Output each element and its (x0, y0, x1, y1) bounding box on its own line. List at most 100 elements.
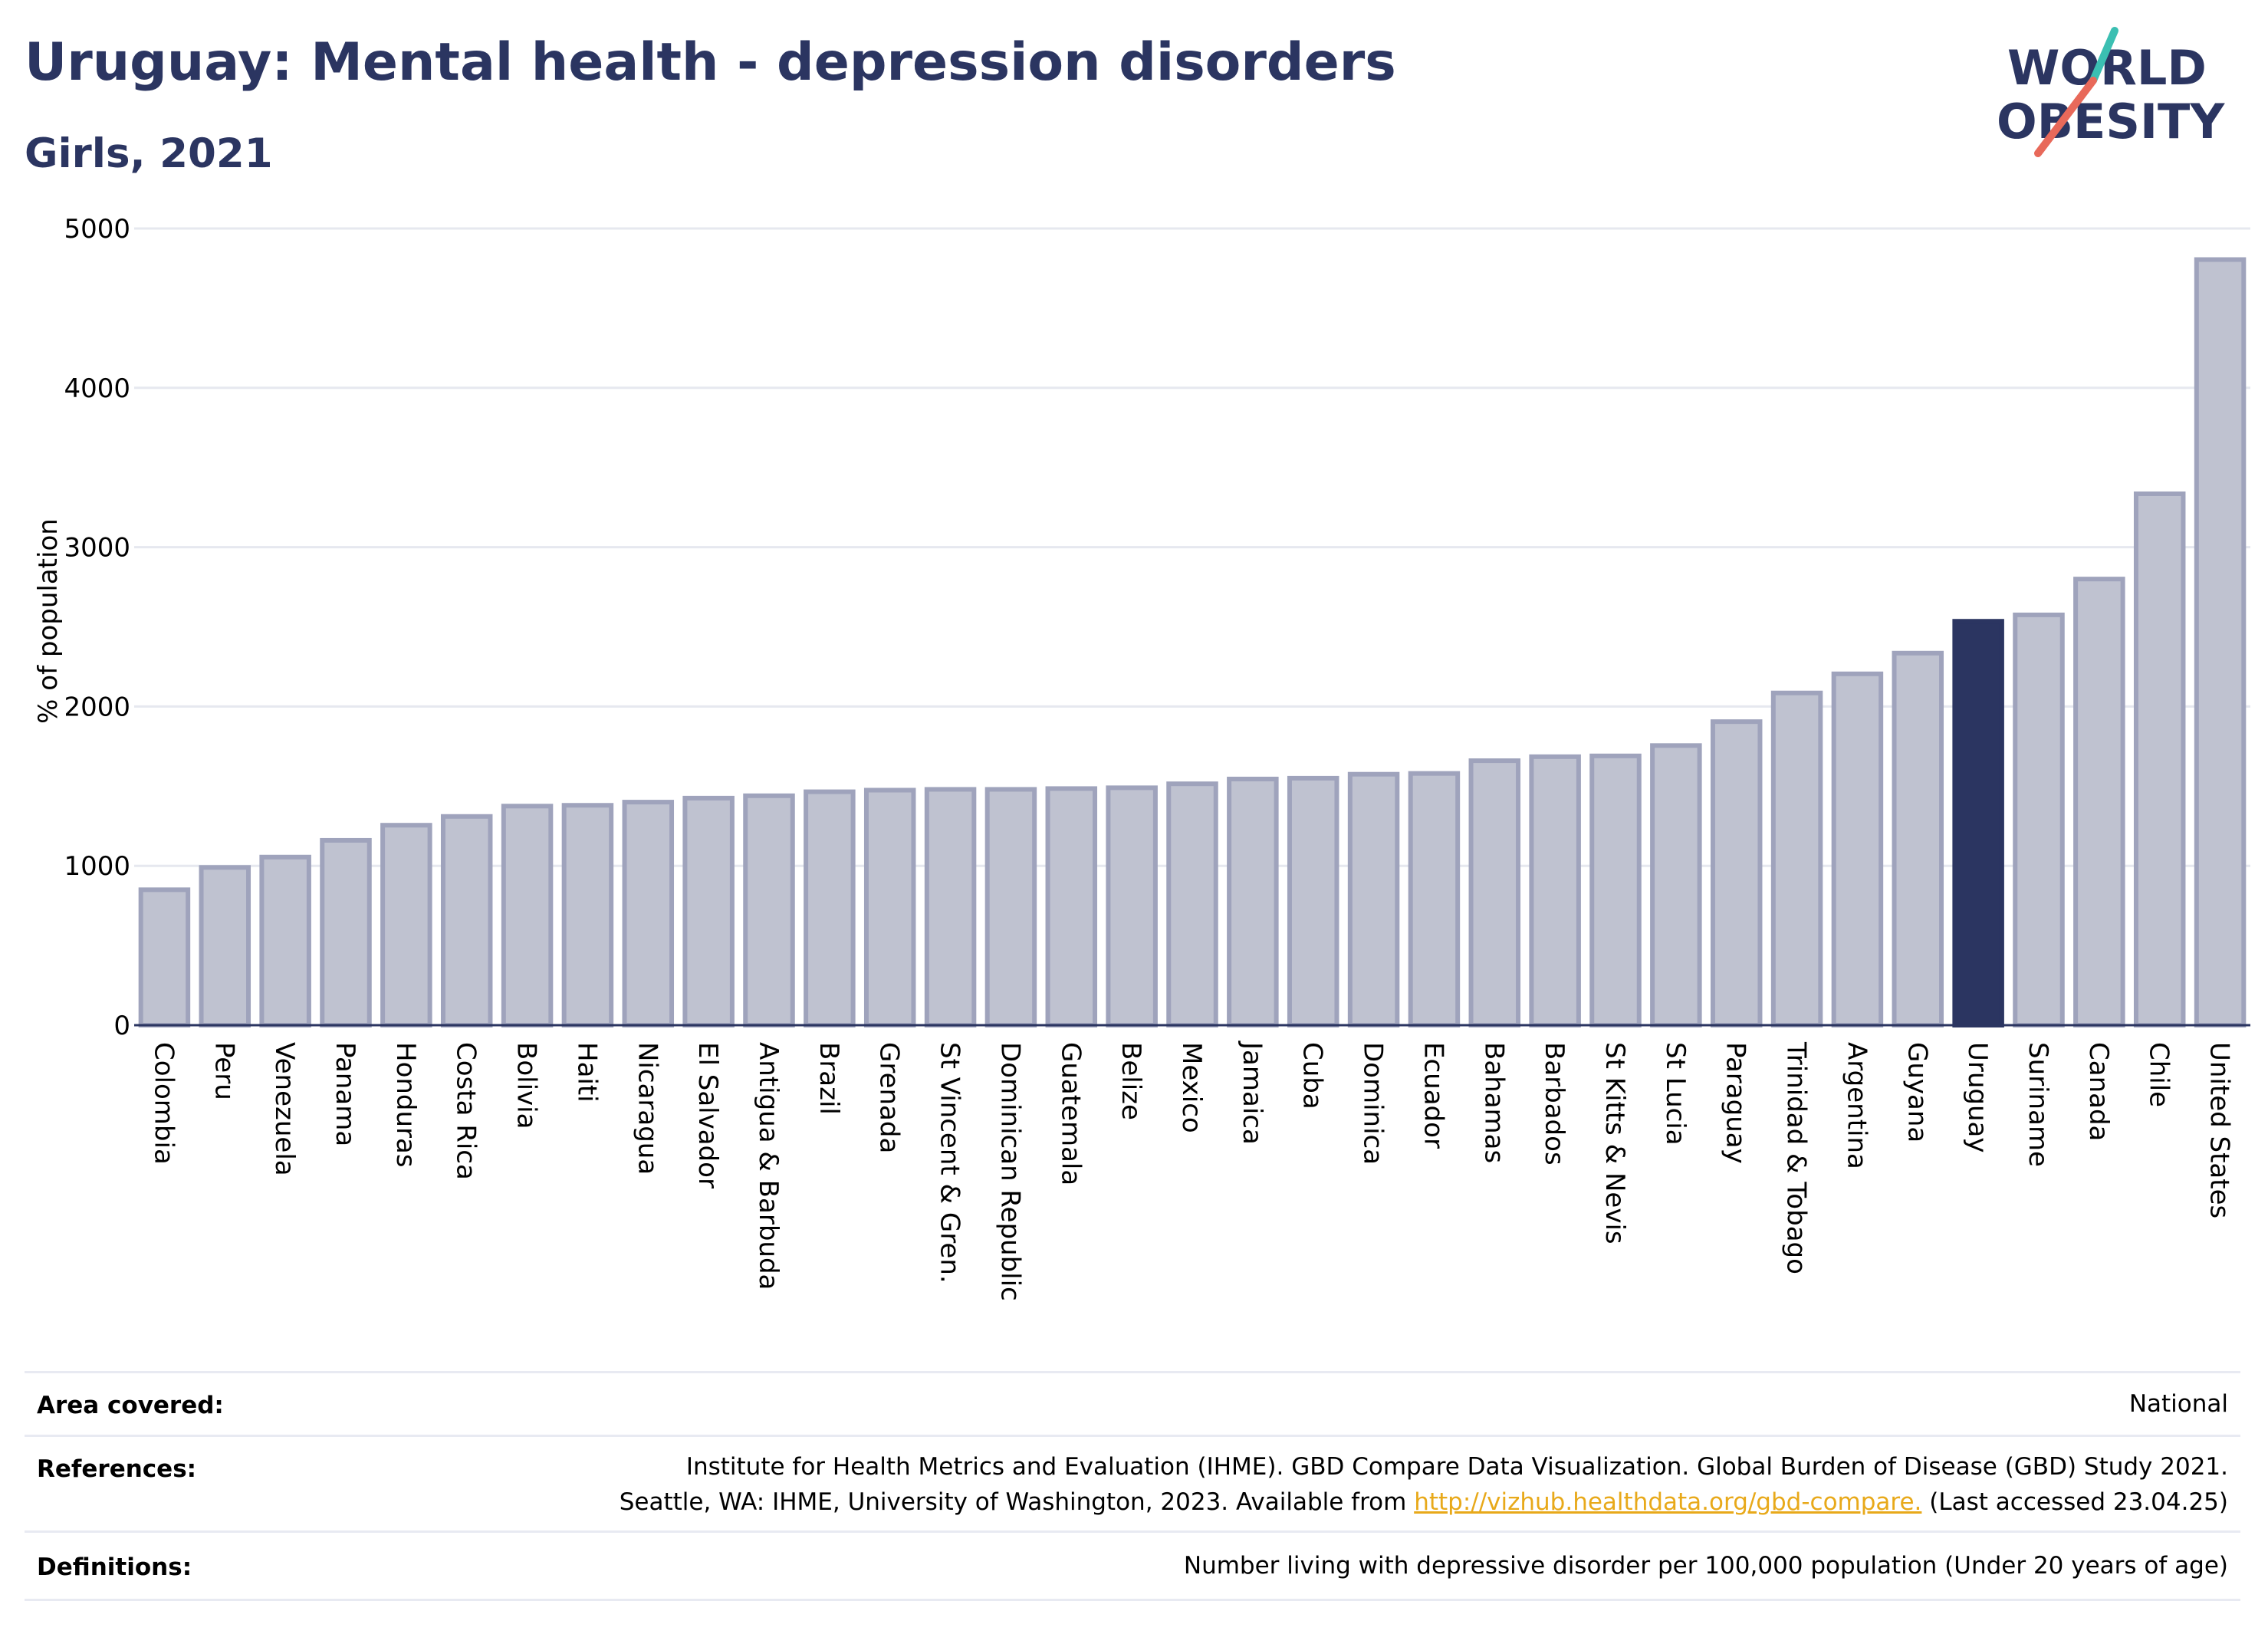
x-tick-label: Nicaragua (632, 1042, 662, 1175)
x-tick-label: Suriname (2023, 1042, 2053, 1167)
bar-jamaica (1227, 776, 1279, 1027)
definitions-label: Definitions: (37, 1553, 192, 1581)
chart-subtitle: Girls, 2021 (25, 130, 273, 177)
y-tick-label: 3000 (64, 533, 130, 564)
bar-st-vincent-gren- (924, 787, 977, 1028)
bar-cuba (1287, 775, 1339, 1027)
references-label: References: (37, 1455, 197, 1483)
x-tick-label: St Kitts & Nevis (1599, 1042, 1630, 1244)
bar-brazil (804, 789, 856, 1027)
x-tick-label: Costa Rica (451, 1042, 482, 1180)
axes: 0 1000 2000 3000 4000 5000 Colombia Peru Venezue… (64, 214, 2250, 1301)
y-tick-label: 2000 (64, 692, 130, 722)
footer-table: Area covered: National References: Insti… (25, 1371, 2240, 1601)
x-tick-label: Grenada (874, 1042, 905, 1153)
x-tick-label: Chile (2144, 1042, 2174, 1107)
x-tick-label: Ecuador (1418, 1042, 1448, 1149)
bar-dominican-republic (984, 787, 1037, 1028)
x-tick-label: Trinidad & Tobago (1781, 1041, 1812, 1274)
bar-peru (199, 865, 251, 1027)
footer-row-area: Area covered: National (25, 1371, 2240, 1435)
x-tick-label: Guatemala (1055, 1042, 1086, 1185)
chart-title: Uruguay: Mental health - depression diso… (25, 32, 1396, 93)
footer-row-definitions: Definitions: Number living with depressi… (25, 1530, 2240, 1601)
bar-belize (1106, 785, 1158, 1028)
x-tick-label: United States (2204, 1042, 2235, 1218)
bar-chile (2133, 491, 2186, 1027)
x-tick-label: Panama (330, 1042, 360, 1146)
bar-colombia (138, 887, 191, 1027)
x-tick-label: Canada (2083, 1042, 2114, 1141)
bar-bahamas (1468, 758, 1521, 1027)
bar-paraguay (1710, 719, 1763, 1027)
x-tick-label: Peru (209, 1042, 239, 1100)
bar-grenada (863, 787, 916, 1027)
x-tick-label: St Vincent & Gren. (935, 1042, 965, 1284)
x-tick-label: Barbados (1539, 1042, 1570, 1165)
bar-nicaragua (622, 800, 675, 1027)
references-line1: Institute for Health Metrics and Evaluat… (685, 1453, 2228, 1481)
logo-slash-teal (2089, 27, 2118, 84)
bar-ecuador (1408, 771, 1461, 1028)
x-tick-label: El Salvador (692, 1042, 723, 1189)
bar-mexico (1166, 781, 1218, 1027)
bar-st-kitts-nevis (1589, 753, 1642, 1027)
bar-haiti (561, 803, 614, 1027)
area-value: National (2128, 1390, 2228, 1418)
y-tick-label: 0 (113, 1011, 130, 1041)
x-tick-label: Bahamas (1478, 1042, 1509, 1163)
x-tick-label: St Lucia (1660, 1042, 1691, 1146)
x-tick-label: Argentina (1841, 1042, 1872, 1169)
bar-venezuela (259, 854, 311, 1027)
x-tick-label: Cuba (1297, 1042, 1328, 1110)
bar-canada (2073, 577, 2125, 1027)
x-tick-label: Dominican Republic (994, 1042, 1025, 1301)
x-tick-label: Bolivia (511, 1042, 542, 1129)
bar-guyana (1892, 650, 1944, 1027)
x-tick-label: Jamaica (1237, 1041, 1267, 1145)
references-line2-post: (Last accessed 23.04.25) (1921, 1488, 2228, 1516)
logo-slash-coral (2034, 77, 2097, 157)
bar-uruguay (1952, 619, 2004, 1027)
y-tick-label: 1000 (64, 851, 130, 882)
logo-word-obesity: OBESITY (1997, 94, 2225, 150)
bar-guatemala (1045, 786, 1098, 1027)
y-tick-label: 5000 (64, 214, 130, 245)
bar-united-states (2194, 257, 2247, 1027)
bar-honduras (380, 823, 432, 1028)
x-tick-label: Colombia (148, 1042, 179, 1165)
x-tick-label: Venezuela (269, 1042, 300, 1176)
references-value: Institute for Health Metrics and Evaluat… (620, 1449, 2228, 1520)
definitions-value: Number living with depressive disorder p… (1183, 1552, 2228, 1580)
x-tick-label: Haiti (571, 1042, 602, 1103)
world-obesity-logo: WORLD OBESITY (1997, 27, 2225, 157)
bar-st-lucia (1650, 743, 1702, 1027)
y-axis-label: % of population (33, 518, 64, 724)
references-line2: Seattle, WA: IHME, University of Washing… (620, 1484, 2228, 1520)
x-tick-label: Guyana (1902, 1042, 1932, 1142)
references-line2-pre: Seattle, WA: IHME, University of Washing… (619, 1488, 1415, 1516)
references-link[interactable]: http://vizhub.healthdata.org/gbd-compare… (1414, 1488, 1922, 1516)
bar-costa-rica (440, 814, 493, 1027)
bar-trinidad-tobago (1770, 690, 1823, 1027)
bar-antigua-barbuda (743, 793, 795, 1027)
bar-chart: 0 1000 2000 3000 4000 5000 Colombia Peru Venezue… (33, 214, 2250, 1301)
bar-el-salvador (682, 795, 735, 1027)
bar-dominica (1347, 771, 1400, 1028)
area-label: Area covered: (37, 1392, 224, 1419)
x-tick-label: Mexico (1176, 1042, 1207, 1133)
x-tick-label: Dominica (1358, 1042, 1389, 1165)
x-tick-label: Antigua & Barbuda (753, 1042, 784, 1290)
x-tick-label: Brazil (814, 1042, 844, 1115)
bar-panama (320, 837, 372, 1028)
bars (138, 257, 2247, 1028)
bar-barbados (1529, 754, 1581, 1027)
x-tick-label: Paraguay (1721, 1042, 1751, 1164)
x-tick-label: Uruguay (1962, 1042, 1993, 1153)
bar-suriname (2013, 612, 2065, 1027)
x-tick-label: Belize (1116, 1042, 1146, 1120)
footer-row-references: References: Institute for Health Metrics… (25, 1435, 2240, 1530)
y-tick-label: 4000 (64, 373, 130, 404)
bar-bolivia (501, 804, 554, 1028)
bar-argentina (1831, 671, 1884, 1028)
